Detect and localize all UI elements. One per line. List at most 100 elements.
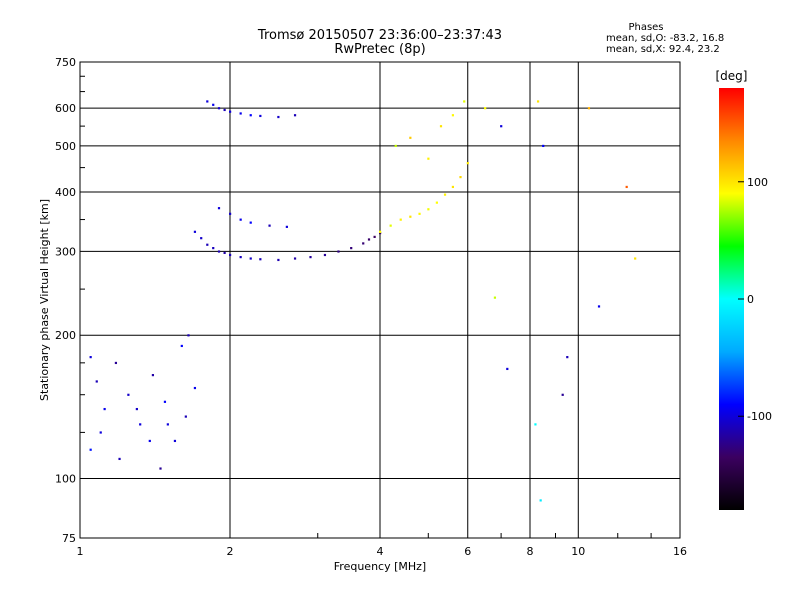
data-point <box>163 400 167 403</box>
data-point <box>466 162 469 165</box>
data-point <box>394 144 397 148</box>
data-point <box>127 393 130 396</box>
data-point <box>427 208 430 211</box>
data-point <box>193 386 197 390</box>
data-point <box>337 250 340 253</box>
x-tick-label: 10 <box>571 545 585 558</box>
data-point <box>200 237 203 240</box>
data-point <box>206 243 209 246</box>
data-point <box>451 114 455 117</box>
data-point <box>285 225 288 228</box>
data-point <box>159 467 162 470</box>
data-point <box>443 193 447 196</box>
data-point <box>249 257 252 260</box>
data-point <box>118 457 121 461</box>
data-point <box>439 125 443 128</box>
data-point <box>451 185 455 189</box>
data-point <box>277 115 280 119</box>
data-point <box>362 242 365 245</box>
data-point <box>135 407 138 411</box>
y-tick-label: 500 <box>55 140 76 153</box>
data-point <box>229 110 232 113</box>
data-point <box>206 100 209 103</box>
data-point <box>193 230 197 233</box>
colorbar-tick-label: 0 <box>747 293 754 306</box>
data-point <box>399 218 402 221</box>
data-point <box>277 258 280 262</box>
x-axis-label: Frequency [MHz] <box>334 560 426 573</box>
data-point <box>634 257 637 260</box>
y-tick-label: 600 <box>55 102 76 115</box>
data-point <box>114 361 118 365</box>
data-point <box>223 251 226 255</box>
y-tick-label: 75 <box>62 532 76 545</box>
data-point <box>323 253 327 257</box>
phases-info: Phases mean, sd,O: -83.2, 16.8 mean, sd,… <box>606 22 724 55</box>
data-point <box>223 108 226 112</box>
data-point <box>427 157 430 160</box>
x-tick-label: 1 <box>77 545 84 558</box>
data-point <box>409 215 412 218</box>
data-point <box>229 253 232 257</box>
data-point <box>293 114 297 117</box>
colorbar-tick-label: -100 <box>747 410 772 423</box>
data-point <box>239 256 242 259</box>
data-point <box>217 107 221 110</box>
data-point <box>566 356 569 359</box>
y-axis-label: Stationary phase Virtual Height [km] <box>38 199 51 401</box>
data-point <box>139 423 142 426</box>
data-point <box>500 125 503 128</box>
data-point <box>539 499 542 502</box>
x-tick-label: 4 <box>377 545 384 558</box>
data-point <box>367 238 371 241</box>
data-point <box>239 218 242 221</box>
data-point <box>217 207 221 210</box>
y-tick-label: 200 <box>55 329 76 342</box>
x-tick-label: 16 <box>673 545 687 558</box>
data-point <box>249 114 252 117</box>
chart-subtitle: RwPretec (8p) <box>334 42 426 57</box>
y-tick-label: 300 <box>55 245 76 258</box>
data-point <box>484 107 487 110</box>
data-point <box>350 247 353 250</box>
data-point <box>184 415 187 418</box>
data-point <box>89 448 92 451</box>
data-point <box>597 305 601 308</box>
phases-heading: Phases <box>628 22 664 33</box>
data-point <box>148 439 151 443</box>
data-point <box>239 112 242 115</box>
colorbar-tick-label: 100 <box>747 176 768 189</box>
data-point <box>95 380 98 383</box>
data-point <box>259 114 262 118</box>
data-point <box>293 257 297 260</box>
data-point <box>625 185 628 189</box>
x-tick-label: 8 <box>527 545 534 558</box>
y-tick-label: 400 <box>55 186 76 199</box>
data-point <box>409 136 412 139</box>
data-point <box>587 107 591 110</box>
data-point <box>493 296 497 299</box>
chart-title: Tromsø 20150507 23:36:00–23:37:43 <box>257 28 503 43</box>
data-point <box>534 423 537 426</box>
data-point <box>212 103 215 106</box>
data-point <box>389 224 392 227</box>
data-point <box>259 258 262 261</box>
data-point <box>166 423 169 426</box>
data-point <box>463 100 466 103</box>
data-point <box>89 356 92 359</box>
x-tick-label: 2 <box>227 545 234 558</box>
data-point <box>217 250 221 253</box>
data-point <box>309 256 312 259</box>
data-point <box>151 374 155 377</box>
x-tick-label: 6 <box>464 545 471 558</box>
y-tick-label: 750 <box>55 56 76 69</box>
data-point <box>103 407 106 411</box>
data-point <box>418 212 421 215</box>
data-point <box>249 221 252 224</box>
data-point <box>187 334 190 337</box>
data-point <box>435 201 438 204</box>
data-point <box>229 212 232 215</box>
data-point <box>268 224 271 227</box>
data-point <box>506 367 509 371</box>
